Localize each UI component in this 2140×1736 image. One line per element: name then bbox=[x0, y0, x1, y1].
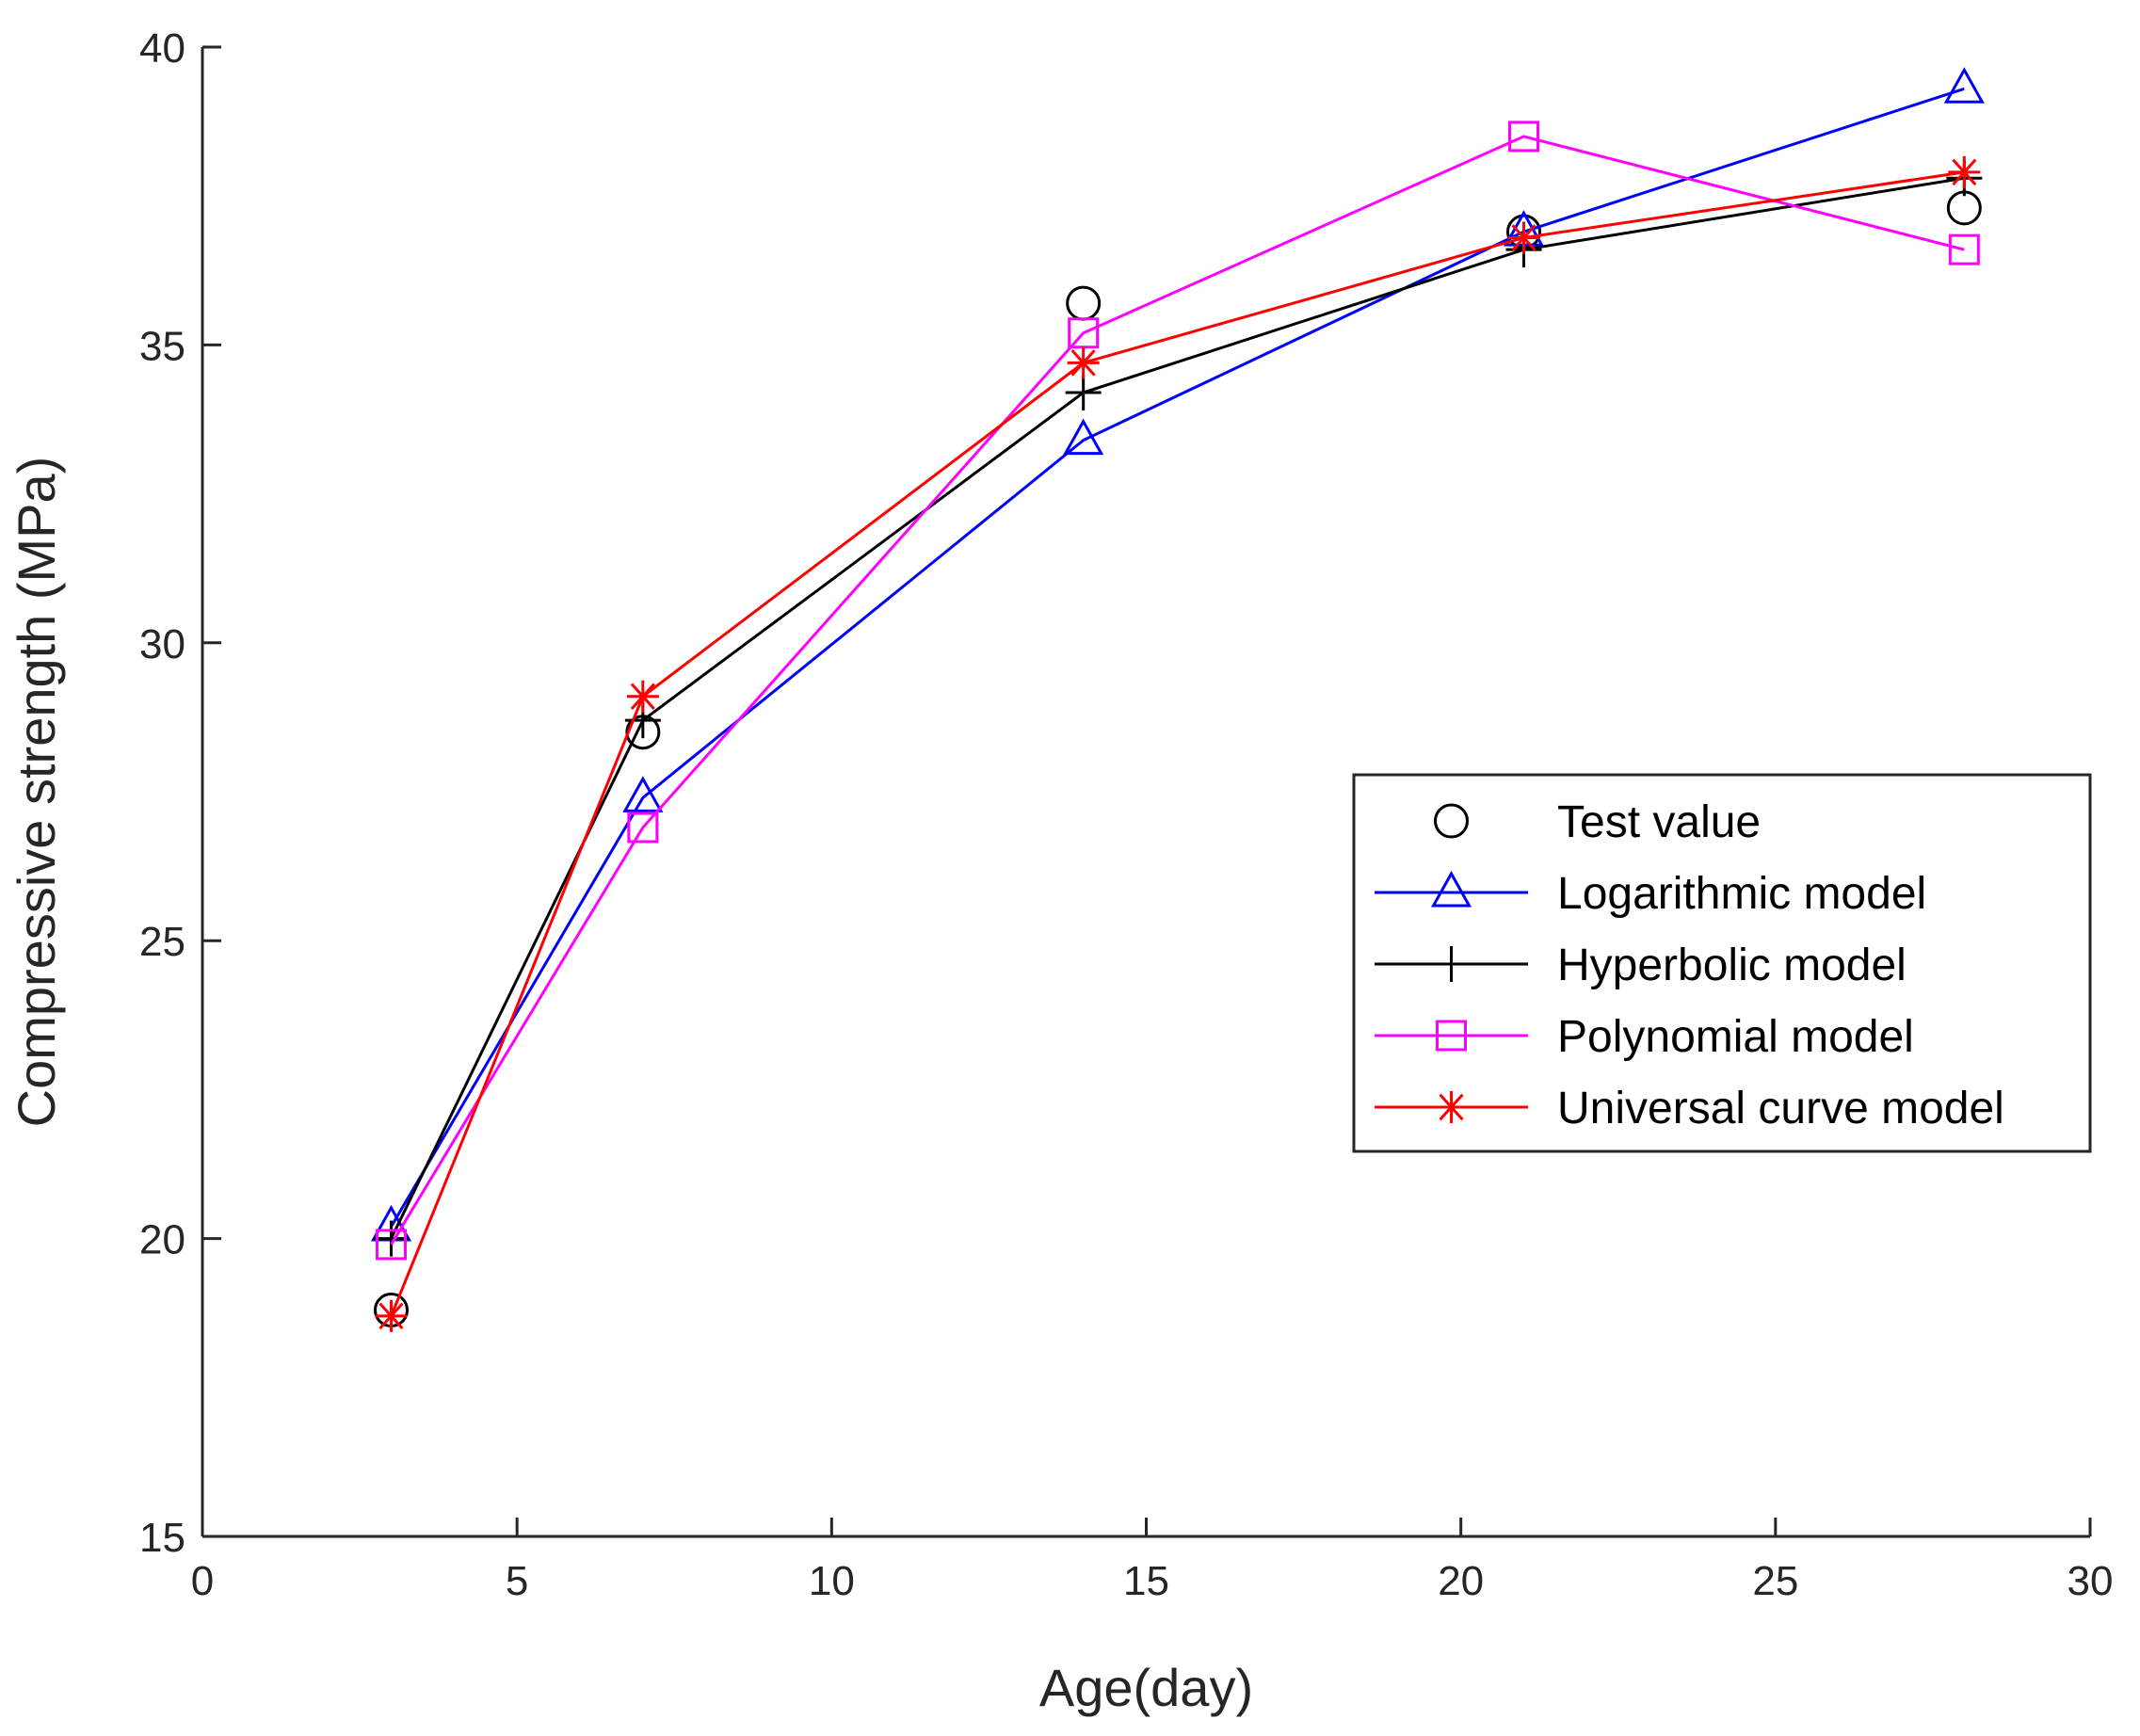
series-line-logarithmic-model bbox=[390, 87, 1965, 1228]
data-point-polynomial-model bbox=[627, 812, 659, 844]
legend-entry-polynomial-model: Polynomial model bbox=[1375, 1012, 1914, 1062]
x-tick-label: 25 bbox=[1752, 1558, 1798, 1604]
axes: 0 5 10 15 20 25 30 15 20 25 30 35 40 Age(day) Compress… bbox=[7, 25, 2113, 1717]
data-point-universal-curve-model bbox=[1507, 221, 1540, 254]
legend-marker-sample bbox=[1430, 870, 1472, 908]
y-axis-title: Compressive strength (MPa) bbox=[7, 457, 66, 1128]
data-point-polynomial-model bbox=[376, 1229, 407, 1261]
series-layer bbox=[370, 67, 1985, 1332]
legend-marker-sample bbox=[1436, 1020, 1467, 1052]
legend-marker-sample bbox=[1435, 1091, 1468, 1123]
x-tick-label: 15 bbox=[1123, 1558, 1169, 1604]
legend: Test value Logarithmic model Hyperbolic mo… bbox=[1352, 773, 2092, 1153]
data-point-logarithmic-model bbox=[1063, 418, 1104, 456]
y-tick-label: 35 bbox=[139, 323, 185, 369]
data-point-universal-curve-model bbox=[626, 680, 659, 713]
data-point-hyperbolic-model bbox=[1065, 375, 1102, 411]
series-line-polynomial-model bbox=[390, 135, 1965, 1246]
x-tick-label: 20 bbox=[1438, 1558, 1484, 1604]
data-point-logarithmic-model bbox=[1943, 67, 1985, 104]
legend-marker-sample bbox=[1433, 946, 1470, 982]
legend-marker-sample bbox=[1434, 803, 1469, 839]
data-point-universal-curve-model bbox=[375, 1299, 408, 1332]
y-tick-label: 30 bbox=[139, 621, 185, 667]
legend-label: Logarithmic model bbox=[1557, 869, 1926, 919]
legend-entry-test-value: Test value bbox=[1434, 797, 1761, 847]
series-universal-curve-model bbox=[375, 155, 1981, 1332]
x-axis-title: Age(day) bbox=[1039, 1658, 1253, 1717]
y-tick-label: 25 bbox=[139, 919, 185, 965]
data-point-hyperbolic-model bbox=[373, 1220, 410, 1257]
y-tick-label: 40 bbox=[139, 25, 185, 72]
y-tick-label: 15 bbox=[139, 1515, 185, 1561]
legend-label: Hyperbolic model bbox=[1557, 940, 1907, 990]
x-tick-label: 30 bbox=[2068, 1558, 2114, 1604]
legend-entry-universal-curve-model: Universal curve model bbox=[1375, 1084, 2004, 1133]
x-tick-label: 10 bbox=[809, 1558, 855, 1604]
legend-entry-hyperbolic-model: Hyperbolic model bbox=[1375, 940, 1907, 990]
data-point-universal-curve-model bbox=[1067, 346, 1100, 379]
data-point-polynomial-model bbox=[1508, 121, 1539, 153]
legend-label: Polynomial model bbox=[1557, 1012, 1914, 1062]
y-tick-label: 20 bbox=[139, 1217, 185, 1263]
x-tick-label: 5 bbox=[506, 1558, 528, 1604]
legend-entry-logarithmic-model: Logarithmic model bbox=[1375, 869, 1926, 919]
legend-label: Test value bbox=[1557, 797, 1761, 847]
x-tick-label: 0 bbox=[191, 1558, 214, 1604]
data-point-logarithmic-model bbox=[622, 776, 664, 812]
series-polynomial-model bbox=[376, 121, 1980, 1261]
data-point-polynomial-model bbox=[1948, 233, 1980, 265]
legend-label: Universal curve model bbox=[1557, 1084, 2004, 1133]
data-point-universal-curve-model bbox=[1948, 155, 1981, 188]
